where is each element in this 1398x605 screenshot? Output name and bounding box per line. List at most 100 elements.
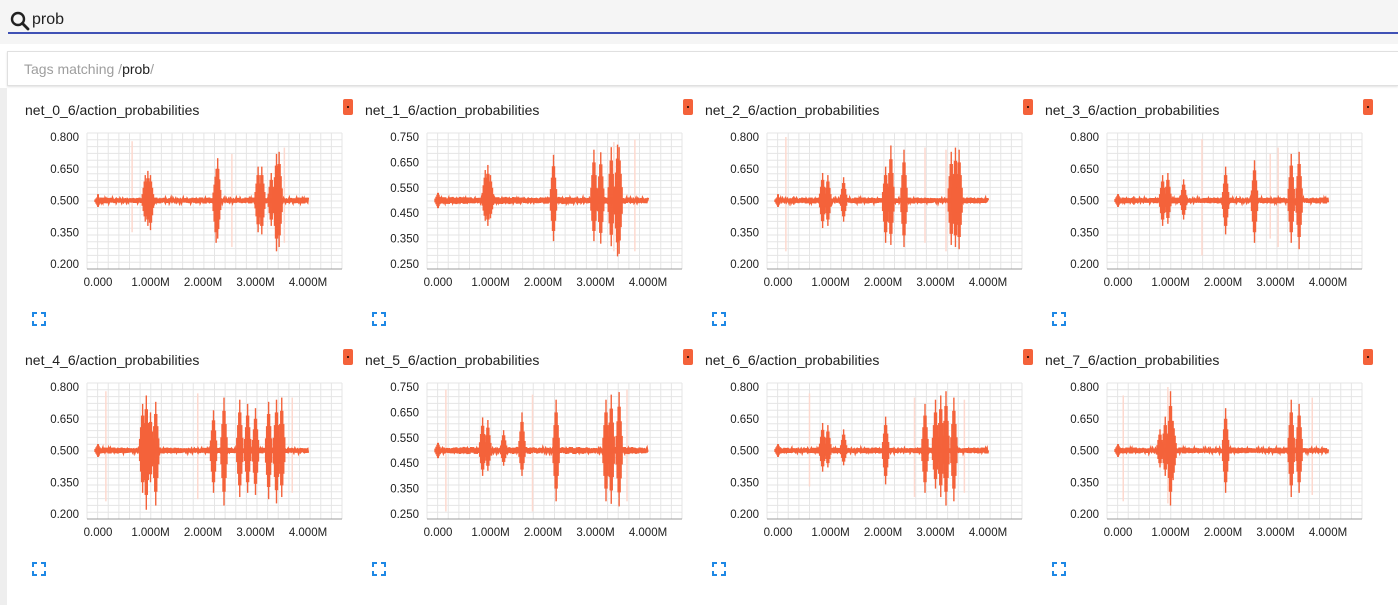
y-tick-label: 0.350 <box>390 484 419 496</box>
line-chart: 0.800 0.650 0.500 0.350 0.200 0.000 1.000M 2.00… <box>730 132 1023 289</box>
chart-title: net_1_6/action_probabilities <box>365 102 540 118</box>
y-tick-label: 0.500 <box>1070 196 1099 208</box>
x-tick-label: 1.000M <box>1151 277 1189 289</box>
log-scale-badge[interactable] <box>1363 349 1373 365</box>
y-tick-label: 0.650 <box>730 414 759 426</box>
x-tick-label: 4.000M <box>289 277 327 289</box>
x-tick-label: 1.000M <box>471 277 509 289</box>
y-tick-label: 0.650 <box>50 164 79 176</box>
tags-matching-header: Tags matching /prob/ <box>7 51 1398 86</box>
log-scale-badge[interactable] <box>683 99 693 115</box>
chart-card: net_4_6/action_probabilities 0.800 0.650 0.… <box>7 338 353 588</box>
line-chart: 0.800 0.650 0.500 0.350 0.200 0.000 1.000M 2.00… <box>50 382 343 539</box>
x-tick-label: 4.000M <box>1309 527 1347 539</box>
x-tick-label: 2.000M <box>1204 527 1242 539</box>
y-tick-label: 0.500 <box>50 446 79 458</box>
chart-title: net_2_6/action_probabilities <box>705 102 880 118</box>
chart-title: net_5_6/action_probabilities <box>365 352 540 368</box>
y-tick-label: 0.550 <box>390 433 419 445</box>
y-tick-label: 0.650 <box>1070 414 1099 426</box>
chart-card: net_1_6/action_probabilities 0.750 0.650 0.… <box>347 88 693 338</box>
chart-card: net_6_6/action_probabilities 0.800 0.650 0.… <box>687 338 1033 588</box>
x-tick-label: 3.000M <box>576 277 614 289</box>
expand-icon[interactable] <box>32 312 46 326</box>
line-chart: 0.750 0.650 0.550 0.450 0.350 0.250 0.000 1.000… <box>390 382 683 539</box>
y-tick-label: 0.500 <box>1070 446 1099 458</box>
y-tick-label: 0.650 <box>1070 164 1099 176</box>
line-chart: 0.800 0.650 0.500 0.350 0.200 0.000 1.000M 2.00… <box>50 132 343 289</box>
chart-title: net_6_6/action_probabilities <box>705 352 880 368</box>
y-tick-label: 0.450 <box>390 208 419 220</box>
log-scale-badge[interactable] <box>683 349 693 365</box>
x-tick-label: 1.000M <box>1151 527 1189 539</box>
log-scale-badge[interactable] <box>1023 349 1033 365</box>
x-tick-label: 1.000M <box>131 277 169 289</box>
y-tick-label: 0.350 <box>1070 477 1099 489</box>
chart-title: net_0_6/action_probabilities <box>25 102 200 118</box>
x-tick-label: 2.000M <box>184 277 222 289</box>
expand-icon[interactable] <box>1052 312 1066 326</box>
x-tick-label: 2.000M <box>524 527 562 539</box>
y-tick-label: 0.550 <box>390 183 419 195</box>
expand-icon[interactable] <box>372 312 386 326</box>
x-tick-label: 0.000 <box>1104 277 1133 289</box>
tags-slash-open: / <box>118 61 123 77</box>
y-tick-label: 0.350 <box>730 477 759 489</box>
log-scale-badge[interactable] <box>343 349 353 365</box>
y-tick-label: 0.200 <box>1070 509 1099 521</box>
x-tick-label: 1.000M <box>811 527 849 539</box>
line-chart: 0.800 0.650 0.500 0.350 0.200 0.000 1.000M 2.00… <box>1070 132 1363 289</box>
y-tick-label: 0.250 <box>390 259 419 271</box>
y-tick-label: 0.750 <box>390 382 419 394</box>
expand-icon[interactable] <box>372 562 386 576</box>
x-tick-label: 2.000M <box>864 277 902 289</box>
line-chart: 0.800 0.650 0.500 0.350 0.200 0.000 1.000M 2.00… <box>730 382 1023 539</box>
y-tick-label: 0.800 <box>730 382 759 394</box>
x-tick-label: 3.000M <box>1256 527 1294 539</box>
x-tick-label: 4.000M <box>629 277 667 289</box>
x-tick-label: 0.000 <box>84 277 113 289</box>
search-icon <box>10 11 30 31</box>
charts-grid: net_0_6/action_probabilities 0.800 0.650 0.… <box>0 88 1398 605</box>
line-chart: 0.750 0.650 0.550 0.450 0.350 0.250 0.000 1.000… <box>390 132 683 289</box>
expand-icon[interactable] <box>712 562 726 576</box>
expand-icon[interactable] <box>32 562 46 576</box>
x-tick-label: 2.000M <box>1204 277 1242 289</box>
y-tick-label: 0.350 <box>50 227 79 239</box>
y-tick-label: 0.650 <box>390 407 419 419</box>
tags-regex: prob <box>122 61 151 77</box>
x-tick-label: 0.000 <box>424 527 453 539</box>
y-tick-label: 0.200 <box>50 509 79 521</box>
log-scale-badge[interactable] <box>343 99 353 115</box>
log-scale-badge[interactable] <box>1023 99 1033 115</box>
x-tick-label: 0.000 <box>764 527 793 539</box>
log-scale-badge[interactable] <box>1363 99 1373 115</box>
chart-card: net_5_6/action_probabilities 0.750 0.650 0.… <box>347 338 693 588</box>
tags-prefix: Tags matching <box>24 61 119 77</box>
x-tick-label: 0.000 <box>764 277 793 289</box>
y-tick-label: 0.200 <box>730 509 759 521</box>
x-tick-label: 3.000M <box>236 527 274 539</box>
chart-title: net_3_6/action_probabilities <box>1045 102 1220 118</box>
expand-icon[interactable] <box>712 312 726 326</box>
x-tick-label: 4.000M <box>969 277 1007 289</box>
y-tick-label: 0.250 <box>390 509 419 521</box>
x-tick-label: 3.000M <box>916 527 954 539</box>
y-tick-label: 0.500 <box>730 446 759 458</box>
y-tick-label: 0.450 <box>390 458 419 470</box>
x-tick-label: 2.000M <box>184 527 222 539</box>
y-tick-label: 0.800 <box>1070 382 1099 394</box>
search-underline <box>8 32 1398 34</box>
y-tick-label: 0.650 <box>390 157 419 169</box>
y-tick-label: 0.750 <box>390 132 419 144</box>
y-tick-label: 0.350 <box>390 234 419 246</box>
search-input[interactable] <box>32 8 1332 32</box>
y-tick-label: 0.200 <box>730 259 759 271</box>
x-tick-label: 3.000M <box>1256 277 1294 289</box>
x-tick-label: 2.000M <box>864 527 902 539</box>
x-tick-label: 1.000M <box>471 527 509 539</box>
expand-icon[interactable] <box>1052 562 1066 576</box>
chart-card: net_7_6/action_probabilities 0.800 0.650 0.… <box>1027 338 1373 588</box>
x-tick-label: 0.000 <box>424 277 453 289</box>
x-tick-label: 1.000M <box>811 277 849 289</box>
